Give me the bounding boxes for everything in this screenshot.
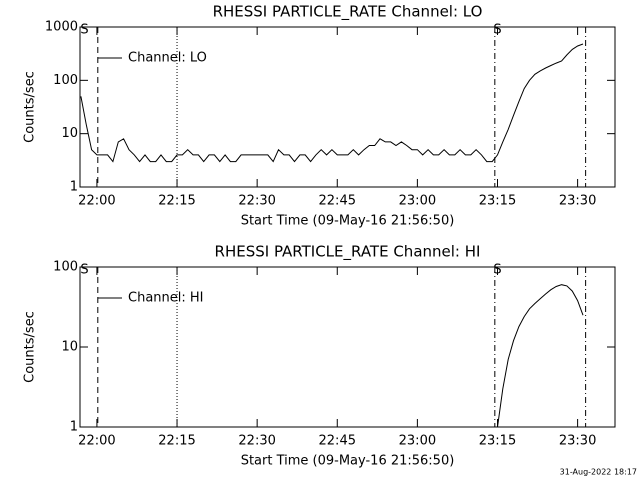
x-tick-label: 23:00 bbox=[399, 434, 436, 449]
flag-label: S bbox=[493, 263, 501, 278]
y-tick-label: 100 bbox=[53, 73, 78, 88]
x-tick-label: 23:30 bbox=[559, 194, 596, 209]
x-axis-label: Start Time (09-May-16 21:56:50) bbox=[241, 454, 455, 469]
chart-title: RHESSI PARTICLE_RATE Channel: LO bbox=[213, 3, 483, 22]
x-tick-label: 22:15 bbox=[158, 194, 195, 209]
y-axis-label: Counts/sec bbox=[23, 71, 38, 143]
x-tick-label: 22:00 bbox=[78, 434, 115, 449]
chart-title: RHESSI PARTICLE_RATE Channel: HI bbox=[215, 243, 481, 262]
y-axis-label: Counts/sec bbox=[23, 311, 38, 383]
y-tick-label: 100 bbox=[53, 260, 78, 275]
plot-frame bbox=[79, 26, 616, 188]
x-tick-label: 23:00 bbox=[399, 194, 436, 209]
y-tick-label: 10 bbox=[61, 126, 78, 141]
y-tick-label: 1 bbox=[70, 180, 78, 195]
legend-label: Channel: HI bbox=[128, 291, 204, 306]
x-tick-label: 22:30 bbox=[238, 194, 275, 209]
x-tick-label: 22:00 bbox=[78, 194, 115, 209]
x-tick-label: 22:45 bbox=[319, 434, 356, 449]
flag-label: S bbox=[80, 23, 88, 38]
series-line bbox=[497, 284, 584, 428]
flag-label: S bbox=[493, 23, 501, 38]
footer: 31-Aug-2022 18:17 bbox=[560, 468, 637, 477]
legend-label: Channel: LO bbox=[128, 51, 207, 66]
flag-label: S bbox=[80, 263, 88, 278]
y-tick-label: 1000 bbox=[45, 20, 78, 35]
y-tick-label: 10 bbox=[61, 340, 78, 355]
x-tick-label: 22:30 bbox=[238, 434, 275, 449]
x-tick-label: 23:30 bbox=[559, 434, 596, 449]
x-tick-label: 22:15 bbox=[158, 434, 195, 449]
series-line bbox=[80, 43, 584, 163]
x-tick-label: 22:45 bbox=[319, 194, 356, 209]
x-axis-label: Start Time (09-May-16 21:56:50) bbox=[241, 214, 455, 229]
x-tick-label: 23:15 bbox=[479, 434, 516, 449]
y-tick-label: 1 bbox=[70, 420, 78, 435]
x-tick-label: 23:15 bbox=[479, 194, 516, 209]
